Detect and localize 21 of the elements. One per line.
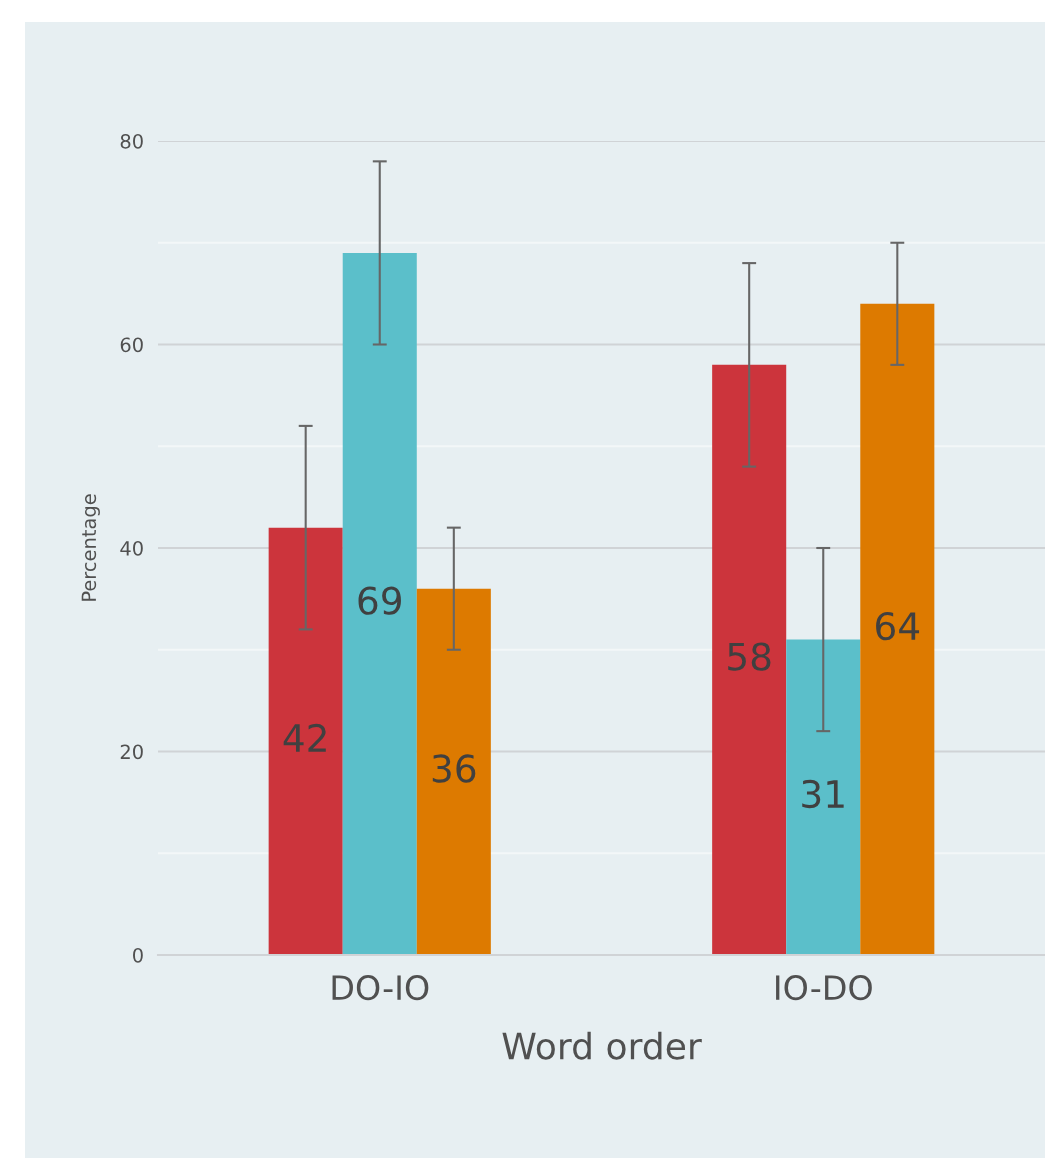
- bar: [860, 303, 935, 955]
- data-label: 36: [432, 754, 476, 783]
- data-label: 58: [728, 642, 771, 671]
- data-label: 42: [283, 723, 326, 752]
- y-tick-label: 60: [120, 337, 143, 353]
- bar: [416, 588, 491, 955]
- y-axis-title: Percentage: [81, 494, 100, 601]
- bar: [786, 639, 861, 955]
- bar: [342, 252, 417, 955]
- x-tick-label: IO-DO: [776, 975, 872, 1001]
- bar: [712, 364, 787, 955]
- y-tick-label: 40: [120, 540, 143, 556]
- y-tick-label: 0: [133, 947, 143, 963]
- x-axis-title: Word order: [502, 1031, 702, 1060]
- y-tick-label: 80: [120, 133, 143, 149]
- data-label: 64: [876, 611, 920, 641]
- bar: [268, 527, 343, 955]
- data-label: 31: [802, 779, 844, 809]
- data-label: 69: [358, 586, 401, 615]
- x-tick-label: DO-IO: [332, 975, 429, 1001]
- y-tick-label: 20: [120, 744, 143, 760]
